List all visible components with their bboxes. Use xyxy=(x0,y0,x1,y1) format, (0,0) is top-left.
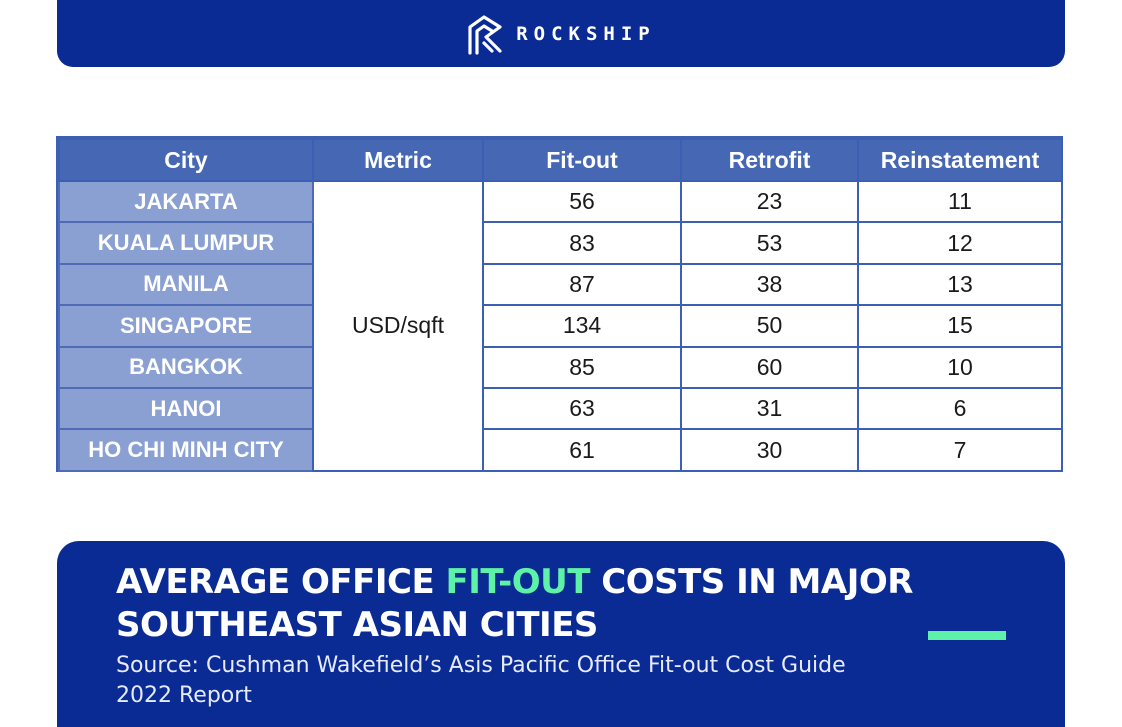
column-header-reinstatement: Reinstatement xyxy=(857,138,1063,182)
cell-fit-out: 63 xyxy=(482,386,682,431)
cell-reinstatement: 15 xyxy=(857,304,1063,348)
cell-city: HO CHI MINH CITY xyxy=(58,428,314,472)
cell-retrofit: 38 xyxy=(680,262,859,307)
column-header-retrofit: Retrofit xyxy=(680,138,859,182)
cell-city: SINGAPORE xyxy=(58,304,314,348)
header-banner: ROCKSHIP xyxy=(57,0,1065,67)
page-title: AVERAGE OFFICE FIT-OUT COSTS IN MAJOR SO… xyxy=(116,561,976,647)
footer-banner: AVERAGE OFFICE FIT-OUT COSTS IN MAJOR SO… xyxy=(57,541,1065,727)
fit-out-cost-table: City Metric Fit-out Retrofit Reinstateme… xyxy=(56,136,1063,472)
table-row: HANOI 63 31 6 xyxy=(58,386,1063,431)
cell-fit-out: 85 xyxy=(482,345,682,389)
cell-fit-out: 56 xyxy=(482,179,682,224)
cell-reinstatement: 13 xyxy=(857,262,1063,307)
cell-city: KUALA LUMPUR xyxy=(58,221,314,265)
table-row: SINGAPORE 134 50 15 xyxy=(58,304,1063,348)
cell-retrofit: 30 xyxy=(680,428,859,472)
cell-fit-out: 83 xyxy=(482,221,682,265)
cell-fit-out: 87 xyxy=(482,262,682,307)
cell-city: HANOI xyxy=(58,386,314,431)
table-row: HO CHI MINH CITY 61 30 7 xyxy=(58,428,1063,472)
brand-logo: ROCKSHIP xyxy=(466,13,656,55)
cell-retrofit: 23 xyxy=(680,179,859,224)
cell-reinstatement: 11 xyxy=(857,179,1063,224)
table-header-row: City Metric Fit-out Retrofit Reinstateme… xyxy=(58,138,1063,182)
cell-city: JAKARTA xyxy=(58,179,314,224)
cell-retrofit: 50 xyxy=(680,304,859,348)
column-header-city: City xyxy=(58,138,314,182)
table-row: MANILA 87 38 13 xyxy=(58,262,1063,307)
table-row: KUALA LUMPUR 83 53 12 xyxy=(58,221,1063,265)
table-row: BANGKOK 85 60 10 xyxy=(58,345,1063,389)
cell-reinstatement: 12 xyxy=(857,221,1063,265)
source-note: Source: Cushman Wakefield’s Asis Pacific… xyxy=(116,653,846,708)
cell-metric: USD/sqft xyxy=(312,180,484,472)
cell-retrofit: 31 xyxy=(680,386,859,431)
cell-city: MANILA xyxy=(58,262,314,307)
table-body: JAKARTA USD/sqft 56 23 11 KUALA LUMPUR 83 53 12 M… xyxy=(58,179,1063,472)
accent-bar xyxy=(928,631,1006,640)
cell-fit-out: 61 xyxy=(482,428,682,472)
cell-fit-out: 134 xyxy=(482,304,682,348)
cell-city: BANGKOK xyxy=(58,345,314,389)
rockship-logo-icon xyxy=(468,14,502,55)
title-highlight: FIT-OUT xyxy=(445,562,591,602)
cell-reinstatement: 7 xyxy=(857,428,1063,472)
title-part-1: AVERAGE OFFICE xyxy=(116,562,446,602)
cell-retrofit: 60 xyxy=(680,345,859,389)
cell-retrofit: 53 xyxy=(680,221,859,265)
title-part-2: COSTS IN MAJOR SOUTHEAST ASIAN CITIES xyxy=(116,562,913,645)
column-header-metric: Metric xyxy=(312,138,484,182)
cell-reinstatement: 6 xyxy=(857,386,1063,431)
column-header-fit-out: Fit-out xyxy=(482,138,682,182)
table-row: JAKARTA USD/sqft 56 23 11 xyxy=(58,179,1063,472)
brand-name: ROCKSHIP xyxy=(516,22,656,45)
cell-reinstatement: 10 xyxy=(857,345,1063,389)
